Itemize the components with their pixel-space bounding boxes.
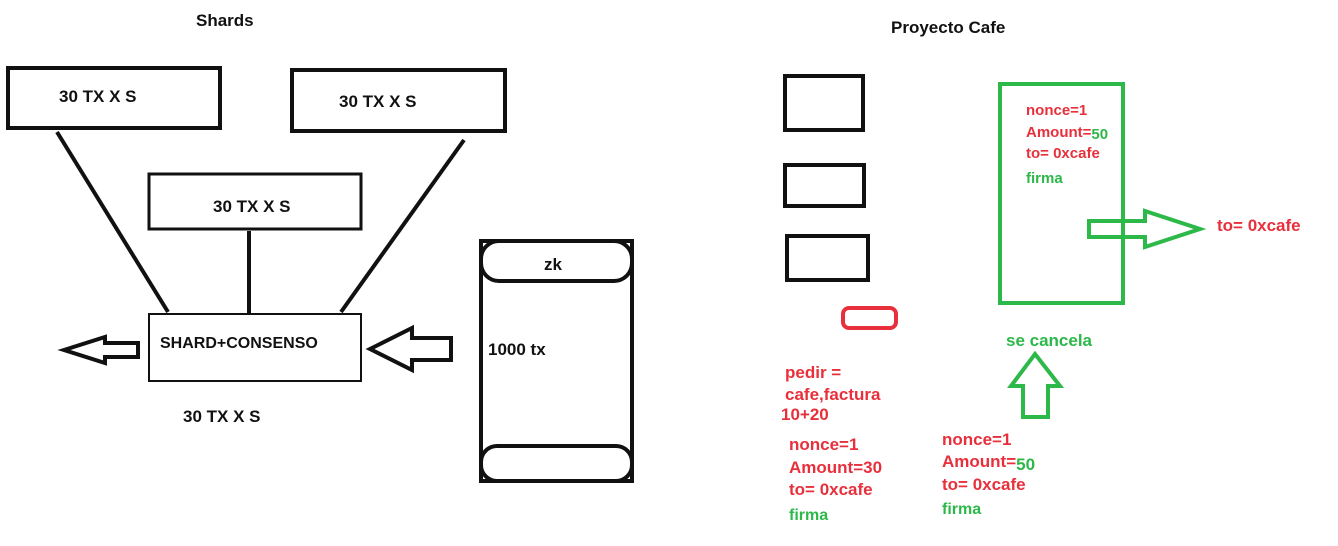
line-top-right-to-center (339, 138, 466, 314)
tx-box-nonce: nonce=1 (1026, 102, 1088, 119)
below-center-label: 30 TX X S (183, 407, 261, 426)
pedir-line-2: cafe,factura (785, 385, 881, 404)
shard-consenso-box (148, 313, 362, 382)
cancel-label: se cancela (1006, 331, 1093, 350)
cafe-box-1 (783, 74, 865, 132)
tx-box-to: to= 0xcafe (1026, 145, 1100, 162)
shard-consenso-label: SHARD+CONSENSO (160, 335, 318, 352)
green-arrow-up (1007, 350, 1065, 419)
shard-box-middle (147, 172, 363, 231)
pedir-line-1: pedir = (785, 363, 842, 382)
line-top-left-to-center (55, 130, 170, 314)
shard-box-top-left-label: 30 TX X S (59, 87, 137, 106)
arrow-target-label: to= 0xcafe (1217, 216, 1301, 235)
tx-left-firma: firma (789, 507, 829, 524)
zk-value: 1000 tx (488, 340, 546, 359)
tx-box-firma: firma (1026, 170, 1063, 187)
arrow-left-input (365, 324, 453, 374)
zk-cylinder (479, 239, 634, 483)
tx-bottom-nonce: nonce=1 (942, 430, 1012, 449)
cafe-box-3 (785, 234, 870, 282)
shard-box-middle-label: 30 TX X S (213, 197, 291, 216)
cafe-box-2 (783, 163, 866, 208)
tx-left-to: to= 0xcafe (789, 480, 873, 499)
shard-box-top-left (6, 66, 222, 130)
tx-bottom-amount: Amount=50 (942, 452, 1036, 474)
cafe-title: Proyecto Cafe (891, 18, 1006, 37)
tx-bottom-firma: firma (942, 501, 982, 518)
pedir-line-3: 10+20 (781, 405, 829, 424)
zk-label: zk (544, 255, 562, 274)
red-pill-button (841, 306, 898, 330)
tx-bottom-to: to= 0xcafe (942, 475, 1026, 494)
arrow-left-output (57, 334, 140, 366)
green-arrow-right (1087, 208, 1207, 250)
tx-left-amount: Amount=30 (789, 458, 883, 477)
tx-box-amount: Amount=50 (1026, 124, 1109, 143)
shards-title: Shards (196, 11, 254, 30)
shard-box-top-right (290, 68, 507, 133)
shard-box-top-right-label: 30 TX X S (339, 92, 417, 111)
green-tx-box (998, 82, 1125, 305)
tx-left-nonce: nonce=1 (789, 435, 859, 454)
